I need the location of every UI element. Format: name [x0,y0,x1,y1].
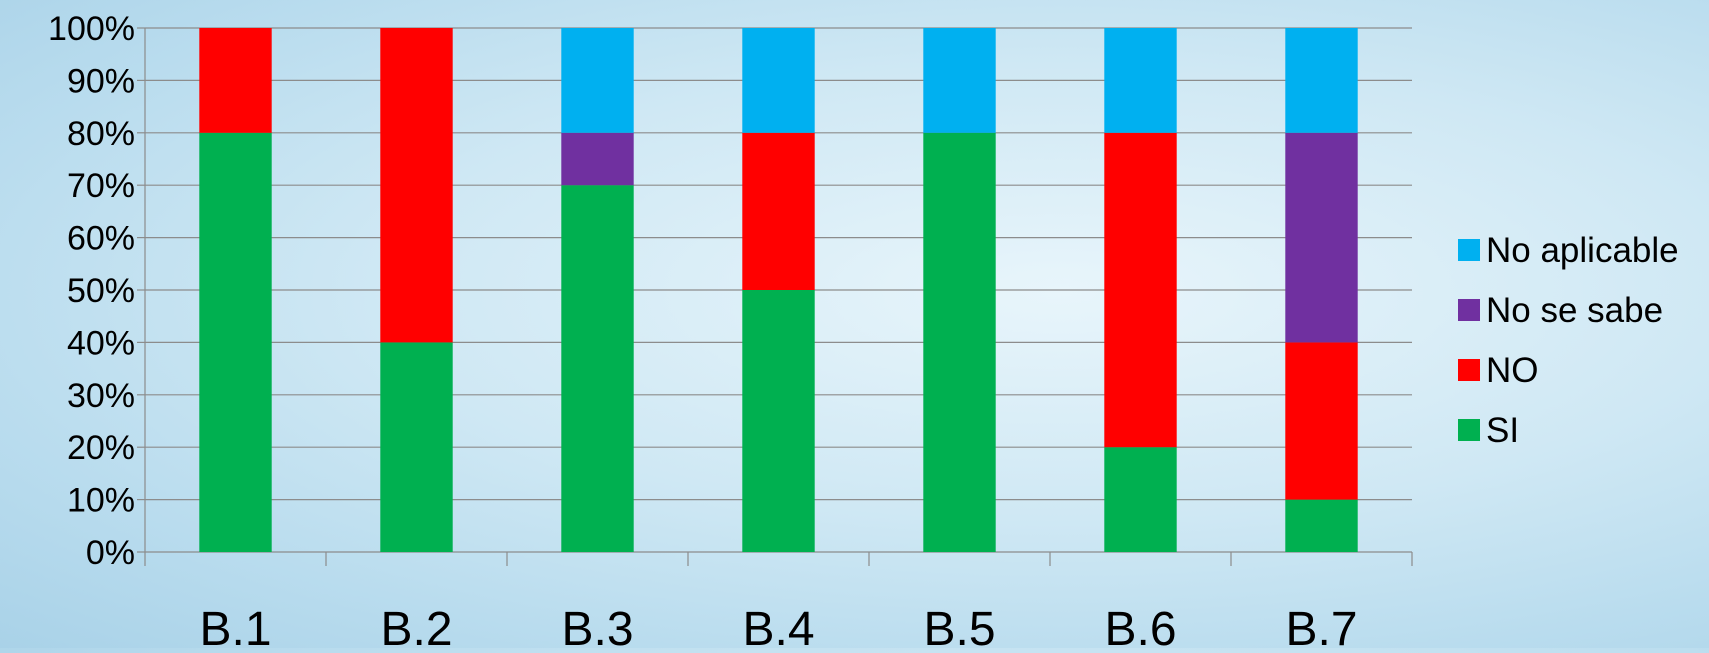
bar-segment [1285,132,1358,343]
bar-segment [742,28,815,133]
bar-segment [1285,28,1358,133]
x-category-label: B.3 [561,603,633,648]
y-tick-label: 80% [67,115,135,153]
bar-segment [1104,28,1177,133]
y-tick-label: 90% [67,62,135,100]
x-category-label: B.7 [1285,603,1357,648]
legend-label: No aplicable [1486,231,1679,270]
legend-swatch [1458,419,1480,441]
bar-segment [1285,342,1358,500]
y-tick-label: 20% [67,429,135,467]
bar-segment [1104,447,1177,552]
y-tick-label: 40% [67,324,135,362]
bar-segment [380,342,453,552]
legend: No aplicable No se sabe NO SI [1458,231,1679,450]
legend-swatch [1458,359,1480,381]
bar-segment [561,132,634,186]
y-tick-label: 30% [67,377,135,415]
x-category-label: B.5 [923,603,995,648]
x-category-label: B.1 [199,603,271,648]
bar-segment [742,132,815,290]
legend-label: SI [1486,411,1519,450]
bar-segment [923,28,996,133]
bar-segment [742,290,815,552]
bar-segment [1285,499,1358,552]
bar-segment [923,132,996,553]
bar-segment [199,132,272,553]
bar-segment [561,185,634,552]
y-tick-label: 10% [67,482,135,520]
y-tick-labels: 0% 10% 20% 30% 40% 50% 60% 70% 80% 90% 100% [48,10,135,572]
y-tick-label: 60% [67,220,135,258]
x-category-labels: B.1 B.2 B.3 B.4 B.5 B.6 B.7 [199,603,1357,653]
bar-segment [199,28,272,133]
x-category-label: B.6 [1104,603,1176,648]
x-category-label: B.4 [742,603,814,648]
bar-segment [380,28,453,343]
legend-swatch [1458,239,1480,261]
legend-swatch [1458,299,1480,321]
x-category-label: B.2 [380,603,452,648]
y-tick-label: 0% [86,534,135,572]
legend-label: No se sabe [1486,291,1663,330]
bar-segment [1104,132,1177,448]
legend-label: NO [1486,351,1539,390]
bars [199,28,1358,553]
bar-segment [561,28,634,133]
y-tick-label: 100% [48,10,135,48]
y-tick-label: 70% [67,167,135,205]
y-tick-label: 50% [67,272,135,310]
